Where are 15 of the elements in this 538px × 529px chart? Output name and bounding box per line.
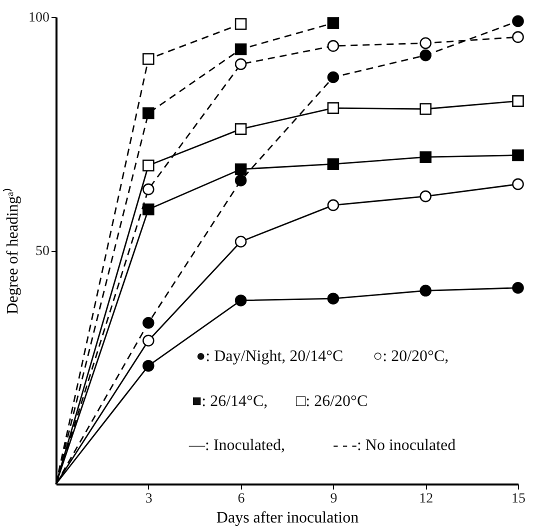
annotation: □: 26/20°C (296, 393, 368, 410)
annotation: ■: 26/14°C, (192, 393, 268, 410)
annotation: ○: 20/20°C, (373, 348, 449, 365)
annotation: - - -: No inoculated (333, 437, 456, 454)
annotation: —: Inoculated, (188, 437, 285, 454)
annotation: ●: Day/Night, 20/14°C (196, 348, 344, 365)
x-tick-label: 9 (330, 492, 338, 506)
x-tick-label: 15 (512, 492, 526, 506)
x-tick-label: 12 (419, 492, 434, 506)
x-tick-label: 3 (145, 492, 152, 506)
y-axis-title: Degree of headingᵃ⁾ (2, 188, 22, 314)
x-axis-title: Days after inoculation (216, 510, 359, 526)
x-tick-label: 6 (238, 492, 245, 506)
y-tick-label: 100 (28, 10, 50, 26)
y-tick-label: 50 (36, 244, 50, 259)
